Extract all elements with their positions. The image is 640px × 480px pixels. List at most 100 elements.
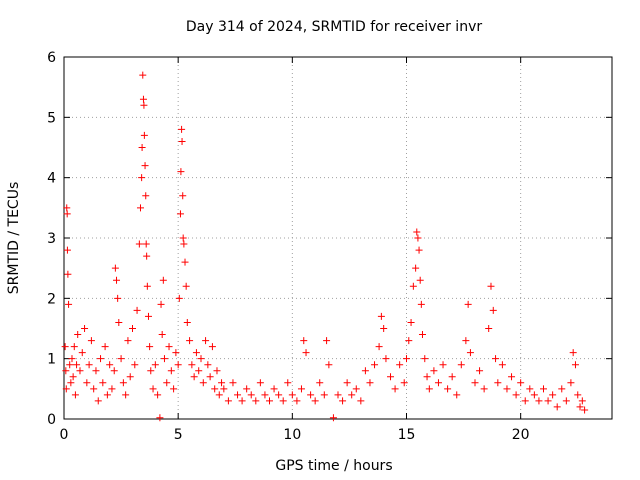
data-point [177, 168, 185, 176]
y-tick-label-2: 2 [47, 291, 56, 307]
data-point [553, 403, 561, 411]
data-point [297, 385, 305, 393]
data-point [142, 192, 150, 200]
data-point [400, 379, 408, 387]
data-point [521, 397, 529, 405]
data-point [444, 385, 452, 393]
data-point [549, 391, 557, 399]
data-point [387, 373, 395, 381]
data-point [247, 391, 255, 399]
data-point [178, 137, 186, 145]
y-tick-label-0: 0 [47, 412, 56, 428]
data-point [76, 367, 84, 375]
data-point [181, 258, 189, 266]
data-point [97, 355, 105, 363]
data-point [288, 391, 296, 399]
data-point [229, 379, 237, 387]
data-point [576, 403, 584, 411]
data-point [382, 355, 390, 363]
data-point [439, 361, 447, 369]
data-point [279, 397, 287, 405]
data-point [63, 204, 71, 212]
data-point [129, 325, 136, 332]
data-point [204, 361, 212, 369]
data-point [178, 125, 186, 133]
data-point [574, 391, 582, 399]
data-points [61, 71, 589, 422]
data-point [111, 264, 119, 272]
data-point [119, 379, 127, 387]
data-point [503, 385, 511, 393]
data-point [238, 397, 246, 405]
data-point [466, 349, 474, 357]
data-point [544, 397, 552, 405]
x-axis-label: GPS time / hours [275, 458, 392, 474]
data-point [334, 391, 342, 399]
data-point [74, 331, 82, 339]
data-point [414, 234, 422, 242]
data-point [508, 373, 516, 381]
data-point [158, 331, 166, 339]
data-point [143, 252, 151, 260]
data-point [357, 397, 365, 405]
data-point [535, 397, 543, 405]
data-point [149, 385, 157, 393]
data-point [578, 397, 586, 405]
data-point [141, 162, 149, 170]
data-point [339, 397, 347, 405]
data-point [256, 379, 264, 387]
data-point [453, 391, 461, 399]
data-point [175, 294, 183, 302]
data-point [140, 131, 148, 139]
data-point [103, 391, 111, 399]
data-point [87, 337, 95, 345]
data-point [190, 373, 198, 381]
axis-ticks: 0 5 10 15 20 0 1 2 3 4 5 6 [47, 50, 612, 443]
data-point [183, 318, 191, 326]
data-point [425, 385, 433, 393]
data-point [581, 406, 589, 414]
data-point [323, 337, 331, 345]
data-point [396, 361, 404, 369]
data-point [377, 312, 385, 320]
data-point [115, 318, 123, 326]
data-point [485, 325, 493, 332]
data-point [409, 282, 417, 290]
data-point [270, 385, 278, 393]
data-point [275, 391, 283, 399]
data-point [154, 391, 162, 399]
data-point [492, 355, 500, 363]
data-point [143, 282, 151, 290]
data-point [343, 379, 351, 387]
data-point [423, 373, 431, 381]
data-point [448, 373, 456, 381]
data-point [63, 246, 71, 254]
data-point [156, 414, 164, 422]
data-point [70, 343, 78, 351]
data-point [195, 367, 203, 375]
data-point [530, 391, 538, 399]
data-point [68, 355, 76, 363]
data-point [202, 337, 210, 345]
y-tick-label-1: 1 [47, 352, 56, 368]
data-point [348, 391, 356, 399]
data-point [421, 355, 429, 363]
data-point [489, 306, 497, 314]
data-point [284, 379, 292, 387]
data-point [464, 300, 472, 308]
data-point [243, 385, 251, 393]
data-point [192, 349, 200, 357]
data-point [64, 270, 72, 278]
data-point [407, 318, 415, 326]
data-point [180, 240, 188, 248]
data-point [208, 343, 216, 351]
data-point [415, 246, 423, 254]
data-point [78, 349, 86, 357]
data-point [179, 234, 187, 242]
data-point [73, 361, 81, 369]
data-point [62, 385, 70, 393]
plot-frame [63, 56, 613, 420]
data-point [487, 282, 495, 290]
data-point [307, 391, 315, 399]
data-point [170, 385, 178, 393]
